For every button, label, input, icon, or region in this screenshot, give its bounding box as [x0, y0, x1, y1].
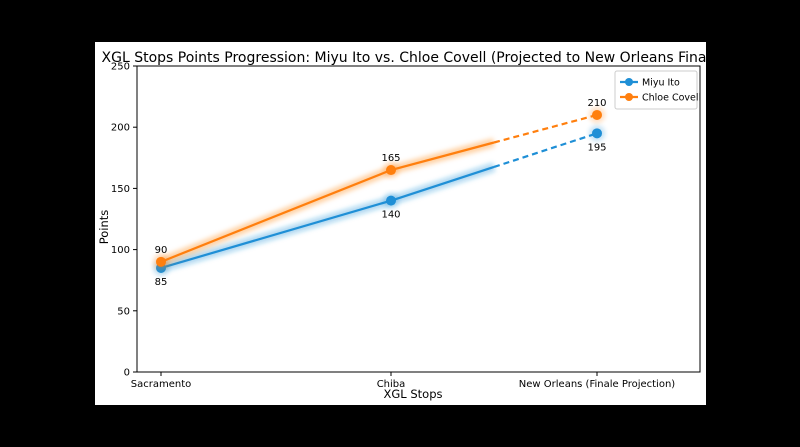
- y-tick-label: 50: [117, 306, 130, 317]
- legend-marker: [625, 93, 633, 101]
- data-label: 90: [155, 245, 168, 256]
- x-tick-label: New Orleans (Finale Projection): [519, 379, 675, 390]
- series-projection-line: [493, 132, 598, 169]
- series-line-glow: [159, 138, 496, 267]
- y-tick-label: 100: [111, 245, 130, 256]
- legend-marker: [625, 78, 633, 86]
- x-tick-label: Sacramento: [131, 379, 191, 390]
- plot-frame: [136, 65, 701, 373]
- y-tick-label: 250: [111, 62, 130, 73]
- data-label: 210: [587, 98, 606, 109]
- data-label: 195: [587, 142, 606, 153]
- chart-title: XGL Stops Points Progression: Miyu Ito v…: [102, 50, 706, 66]
- data-point: [386, 165, 396, 176]
- y-tick-label: 200: [111, 123, 130, 134]
- data-label: 140: [381, 210, 400, 221]
- y-tick-label: 0: [124, 368, 130, 379]
- series-projection-line: [493, 113, 598, 144]
- data-point: [156, 256, 166, 267]
- data-point: [386, 195, 396, 206]
- legend-label: Miyu Ito: [642, 78, 680, 89]
- y-axis-title: Points: [97, 210, 111, 245]
- x-axis-title: XGL Stops: [384, 387, 443, 401]
- legend-box: [614, 70, 698, 110]
- data-label: 85: [155, 277, 168, 288]
- chart-figure: XGL Stops Points Progression: Miyu Ito v…: [95, 42, 706, 405]
- data-label: 165: [381, 153, 400, 164]
- data-point: [592, 128, 602, 139]
- x-tick-label: Chiba: [377, 379, 406, 390]
- line-chart: XGL Stops Points Progression: Miyu Ito v…: [97, 50, 706, 401]
- plot-area: 0 50 100 150 200 250 Sacramento Chiba New Orlean…: [111, 62, 701, 391]
- legend-label: Chloe Covell: [642, 93, 701, 104]
- y-tick-label: 150: [111, 184, 130, 195]
- data-point: [592, 109, 602, 120]
